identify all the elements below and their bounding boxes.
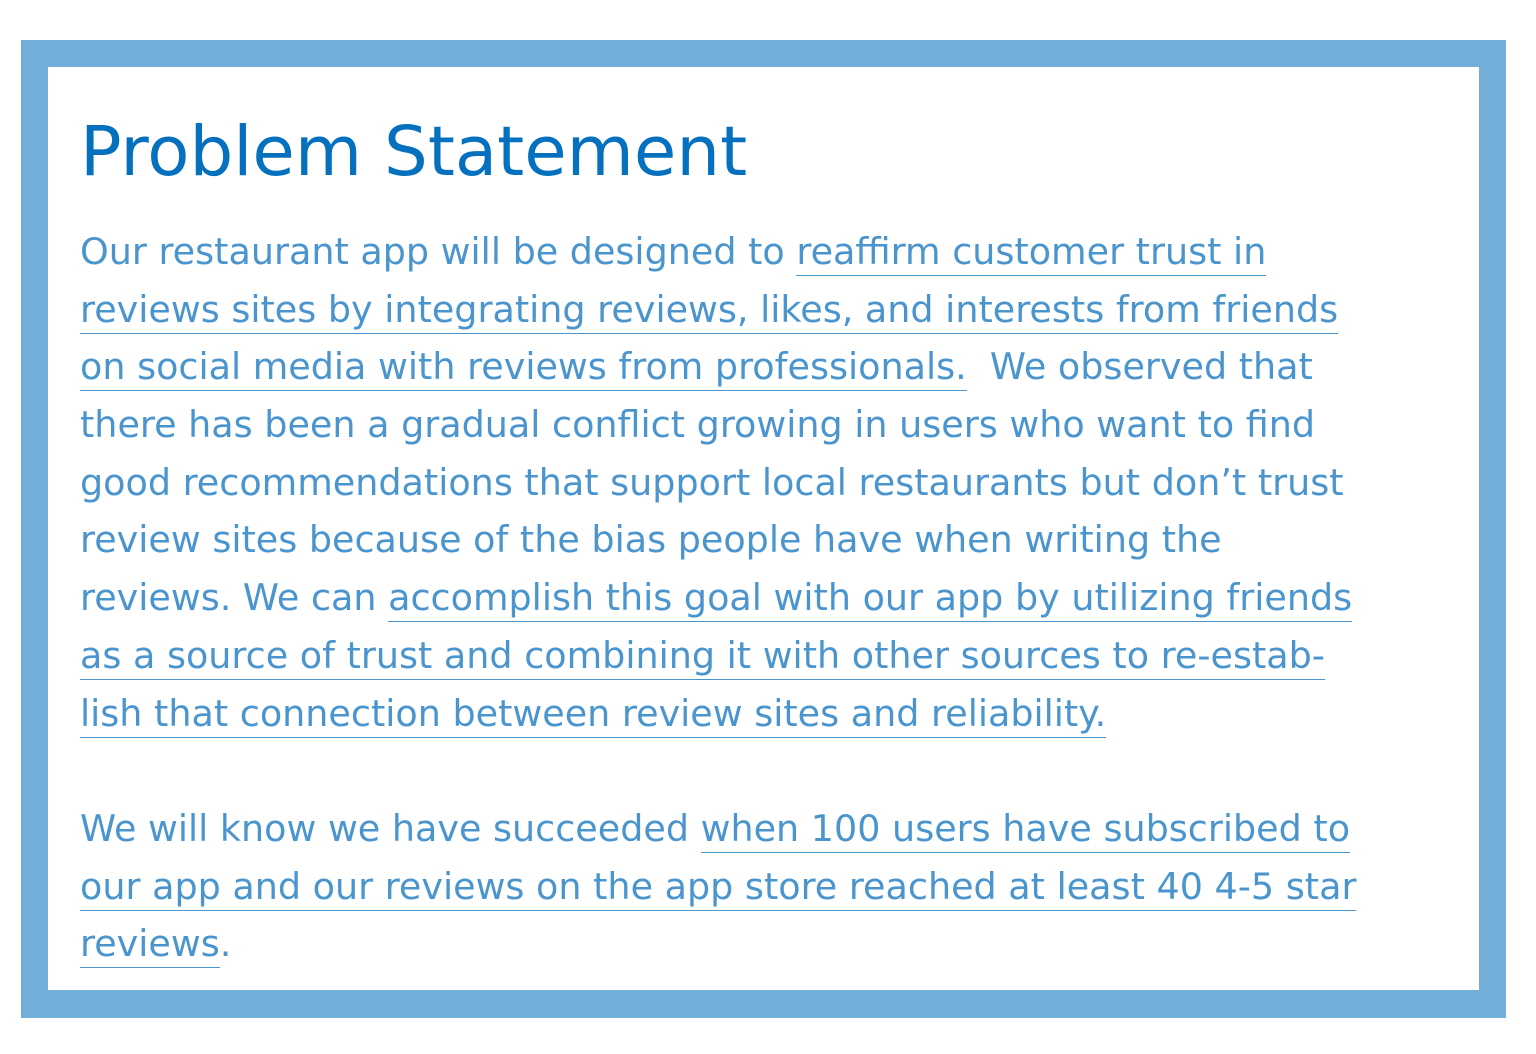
text-line: on social media with reviews from profes… xyxy=(80,338,1480,396)
plain-text: Our restaurant app will be designed to xyxy=(80,230,797,273)
text-line: good recommendations that support local … xyxy=(80,460,1344,504)
text-line: We will know we have succeeded when 100 … xyxy=(80,800,1480,858)
paragraph-spacer xyxy=(80,742,1480,800)
underlined-text: accomplish this goal with our app by uti… xyxy=(388,576,1353,623)
text-line: review sites because of the bias people … xyxy=(80,518,1222,562)
problem-statement-card: Problem Statement Our restaurant app wil… xyxy=(48,67,1479,990)
text-line: lish that connection between review site… xyxy=(80,685,1480,743)
underlined-text: reviews sites by integrating reviews, li… xyxy=(80,287,1339,334)
plain-text: We observed that xyxy=(966,345,1313,389)
text-line: reviews. xyxy=(80,915,1480,973)
outer-border-frame: Problem Statement Our restaurant app wil… xyxy=(21,40,1506,1018)
underlined-text: lish that connection between review site… xyxy=(80,691,1107,738)
text-line: our app and our reviews on the app store… xyxy=(80,858,1480,916)
underlined-text: as a source of trust and combining it wi… xyxy=(80,633,1325,680)
problem-statement-body: Our restaurant app will be designed to r… xyxy=(80,223,1480,973)
underlined-text: when 100 users have subscribed to xyxy=(700,806,1351,853)
page-title: Problem Statement xyxy=(80,112,748,192)
underlined-text: reaffirm customer trust in xyxy=(796,230,1267,276)
text-line: Our restaurant app will be designed to r… xyxy=(80,223,1480,281)
underlined-text: on social media with reviews from profes… xyxy=(80,345,967,392)
underlined-text: our app and our reviews on the app store… xyxy=(80,864,1357,911)
plain-text: . xyxy=(219,922,232,966)
text-line: reviews. We can accomplish this goal wit… xyxy=(80,569,1480,627)
plain-text: We will know we have succeeded xyxy=(80,806,701,850)
plain-text: reviews. We can xyxy=(80,576,389,620)
text-line: there has been a gradual conflict growin… xyxy=(80,403,1316,447)
text-line: reviews sites by integrating reviews, li… xyxy=(80,281,1480,339)
text-line: as a source of trust and combining it wi… xyxy=(80,627,1480,685)
underlined-text: reviews xyxy=(80,922,220,969)
